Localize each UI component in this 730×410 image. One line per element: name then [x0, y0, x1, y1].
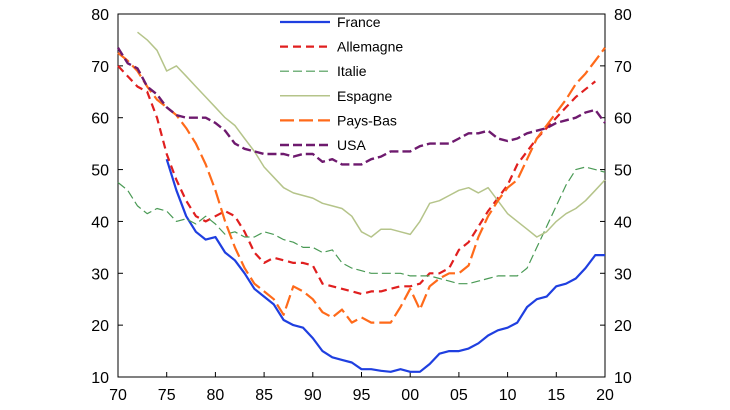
x-tick-label: 15: [547, 387, 565, 404]
y-tick-label-left: 50: [91, 163, 109, 180]
legend: France Allemagne Italie Espagne Pays-Bas USA: [280, 14, 403, 153]
x-tick-label: 80: [207, 387, 225, 404]
legend-label: Espagne: [337, 88, 392, 104]
series-line-allemagne: [117, 65, 596, 296]
x-tick-label: 70: [109, 387, 127, 404]
series-line-espagne: [137, 31, 606, 238]
series-line-usa: [116, 47, 606, 166]
y-tick-label-left: 30: [91, 266, 109, 283]
legend-label: Pays-Bas: [337, 112, 397, 128]
x-tick-label: 05: [450, 387, 468, 404]
legend-label: Italie: [337, 63, 367, 79]
x-tick-label: 90: [304, 387, 322, 404]
y-tick-label-right: 70: [614, 59, 632, 76]
x-tick-label: 10: [499, 387, 517, 404]
legend-label: France: [337, 14, 381, 30]
y-tick-label-left: 80: [91, 7, 109, 24]
series-line-pays-bas: [117, 47, 606, 324]
y-tick-label-right: 60: [614, 111, 632, 128]
y-tick-label-left: 60: [91, 111, 109, 128]
y-tick-label-left: 70: [91, 59, 109, 76]
series-line-italie: [117, 166, 606, 285]
y-tick-label-left: 20: [91, 318, 109, 335]
legend-label: Allemagne: [337, 39, 403, 55]
y-tick-label-right: 50: [614, 163, 632, 180]
legend-label: USA: [337, 137, 366, 153]
y-tick-label-left: 10: [91, 370, 109, 387]
y-tick-label-right: 10: [614, 370, 632, 387]
y-tick-label-right: 40: [614, 214, 632, 231]
series-lines: [116, 31, 606, 373]
y-tick-label-right: 30: [614, 266, 632, 283]
y-tick-label-right: 20: [614, 318, 632, 335]
x-tick-label: 75: [158, 387, 176, 404]
x-tick-label: 00: [401, 387, 419, 404]
y-tick-label-right: 80: [614, 7, 632, 24]
x-tick-label: 85: [255, 387, 273, 404]
x-tick-label: 95: [353, 387, 371, 404]
series-line-france: [165, 158, 605, 373]
y-tick-label-left: 40: [91, 214, 109, 231]
x-tick-label: 20: [596, 387, 614, 404]
